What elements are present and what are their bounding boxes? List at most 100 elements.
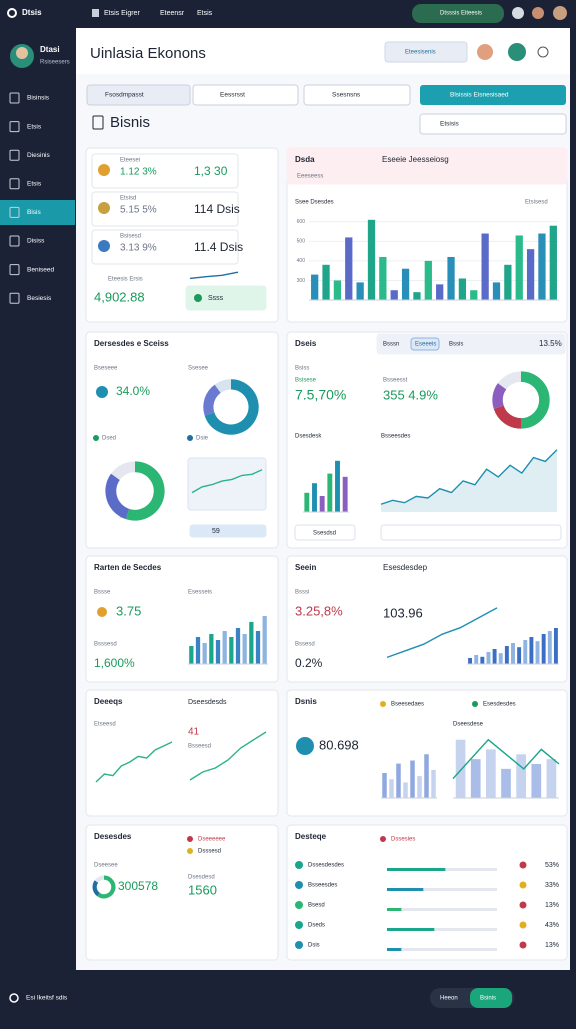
bar bbox=[209, 634, 214, 664]
row-label: Dseds bbox=[308, 923, 325, 929]
card-text: 1560 bbox=[188, 882, 217, 897]
bar bbox=[547, 631, 552, 664]
filter-label[interactable]: Ssesnsns bbox=[332, 92, 361, 99]
nav-item[interactable]: Disiss bbox=[27, 238, 45, 245]
nav-icon bbox=[9, 178, 20, 190]
footer-button[interactable]: Bsinis bbox=[480, 996, 496, 1002]
card-text: Bsseesd bbox=[188, 744, 211, 750]
bar bbox=[202, 643, 207, 664]
nav-item[interactable]: Bisinsis bbox=[27, 95, 50, 102]
section-title: Bisnis bbox=[110, 114, 150, 131]
card bbox=[286, 824, 568, 961]
card-icon bbox=[93, 435, 99, 441]
card-title: Rarten de Secdes bbox=[94, 563, 162, 572]
top-button[interactable] bbox=[412, 4, 504, 23]
row-icon bbox=[295, 861, 303, 869]
filter-label[interactable]: Eessrsst bbox=[220, 92, 245, 99]
bar bbox=[262, 616, 267, 664]
card-box bbox=[410, 337, 440, 351]
donut-segment bbox=[204, 379, 259, 435]
card-text: Bssse bbox=[94, 590, 111, 596]
avatar[interactable] bbox=[477, 44, 493, 60]
bar bbox=[345, 237, 353, 300]
card-icon bbox=[187, 435, 193, 441]
section-icon bbox=[92, 115, 104, 130]
card-text: Eteesis Ersis bbox=[108, 277, 143, 283]
footer-button[interactable]: Heeon bbox=[440, 996, 458, 1002]
footer-text: Esi Ikeitsf sdis bbox=[26, 995, 68, 1002]
avatar[interactable] bbox=[532, 7, 544, 19]
nav-item[interactable]: Bisis bbox=[27, 209, 41, 216]
brand: Dtsis bbox=[22, 8, 42, 17]
select-label[interactable]: Etsisis bbox=[440, 121, 460, 128]
bar bbox=[481, 233, 489, 300]
nav-item[interactable]: Besiesis bbox=[27, 295, 52, 302]
card-text: Ssesee bbox=[188, 366, 209, 372]
card-text: Ssss bbox=[208, 295, 224, 302]
bar bbox=[516, 754, 526, 798]
icon[interactable] bbox=[512, 7, 524, 19]
nav-item[interactable]: Diesinis bbox=[27, 152, 51, 159]
search-text[interactable]: Eteesisenis bbox=[405, 50, 436, 56]
filter[interactable] bbox=[192, 84, 299, 106]
bar bbox=[529, 637, 534, 664]
bar bbox=[515, 235, 523, 300]
filter-label[interactable]: Fsosdmpasst bbox=[105, 92, 144, 99]
bar bbox=[333, 280, 342, 300]
nav-icon bbox=[9, 292, 20, 304]
progress-bar bbox=[387, 888, 424, 891]
y-tick-label: 300 bbox=[297, 278, 306, 284]
card-text: Bssesd bbox=[295, 642, 315, 648]
donut-segment bbox=[92, 880, 100, 897]
top-button-label[interactable]: Dtsssis Eiteesis bbox=[440, 11, 482, 17]
line bbox=[191, 469, 263, 494]
bell[interactable] bbox=[537, 46, 549, 58]
active-nav bbox=[0, 200, 75, 225]
card-title: Desesdes bbox=[94, 832, 132, 841]
card-text: 5.15 5% bbox=[120, 205, 157, 216]
card-icon bbox=[380, 836, 386, 842]
card-title: Dsda bbox=[295, 155, 315, 164]
nav-icon bbox=[9, 235, 20, 247]
avatar[interactable] bbox=[508, 43, 526, 61]
card-box bbox=[91, 153, 239, 189]
top-tab[interactable]: Etsis bbox=[197, 10, 213, 17]
bar bbox=[474, 655, 479, 664]
card-icon bbox=[97, 607, 107, 617]
bar bbox=[498, 653, 503, 664]
card-box bbox=[286, 147, 568, 185]
bar bbox=[538, 233, 546, 300]
bar bbox=[424, 754, 429, 798]
bar bbox=[424, 260, 432, 300]
progress-track bbox=[387, 948, 497, 951]
select[interactable] bbox=[419, 113, 567, 135]
filter[interactable] bbox=[303, 84, 411, 106]
row-label: Dsis bbox=[308, 943, 320, 949]
value-label: 13% bbox=[545, 902, 559, 909]
y-tick-label: 400 bbox=[297, 258, 306, 264]
nav-item[interactable]: Beniseed bbox=[27, 266, 54, 273]
filter-primary[interactable] bbox=[420, 85, 566, 105]
value-label: 33% bbox=[545, 882, 559, 889]
progress-bar bbox=[387, 908, 402, 911]
filter-label[interactable]: Blsissis Eisnesisaed bbox=[450, 92, 509, 99]
top-tab[interactable]: Eteensr bbox=[160, 10, 185, 17]
card-text: 114 Dsis bbox=[194, 202, 240, 216]
donut-segment bbox=[493, 405, 522, 429]
top-tab[interactable]: Etsis Eigrer bbox=[104, 10, 140, 17]
nav-item[interactable]: Etsis bbox=[27, 123, 42, 130]
bar bbox=[401, 268, 410, 300]
card-box bbox=[91, 229, 239, 265]
nav-item[interactable]: Etsis bbox=[27, 181, 42, 188]
card-text: 3.13 9% bbox=[120, 243, 157, 254]
footer-button[interactable] bbox=[470, 988, 512, 1008]
search-box[interactable] bbox=[384, 41, 468, 63]
bar bbox=[531, 764, 542, 798]
card-text: Dsie bbox=[196, 436, 209, 442]
bar bbox=[413, 292, 421, 300]
card-box bbox=[187, 457, 267, 511]
avatar[interactable] bbox=[553, 6, 567, 20]
progress-bar bbox=[387, 928, 435, 931]
filter[interactable] bbox=[86, 84, 191, 106]
